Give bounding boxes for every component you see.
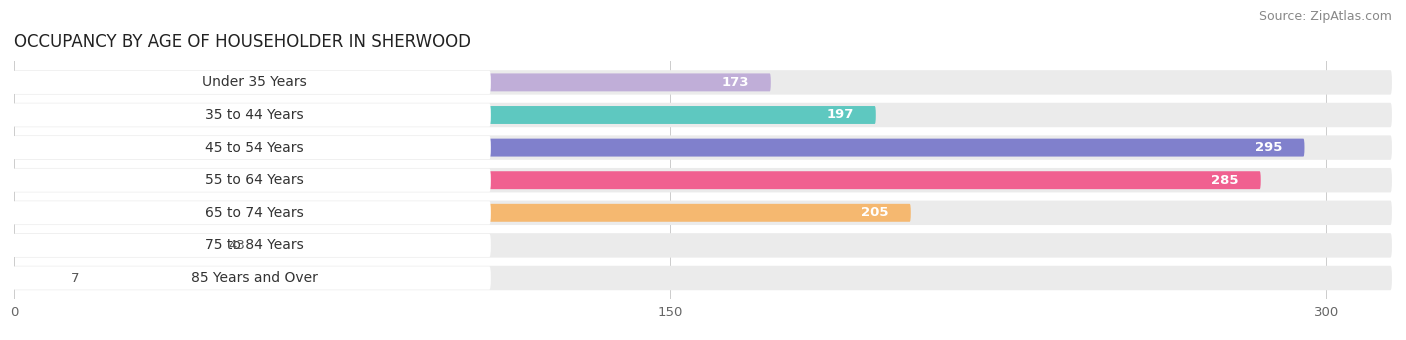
FancyBboxPatch shape — [14, 236, 202, 254]
FancyBboxPatch shape — [10, 201, 491, 224]
FancyBboxPatch shape — [10, 136, 491, 159]
FancyBboxPatch shape — [14, 103, 1392, 127]
FancyBboxPatch shape — [10, 267, 491, 290]
Text: 43: 43 — [228, 239, 245, 252]
Text: OCCUPANCY BY AGE OF HOUSEHOLDER IN SHERWOOD: OCCUPANCY BY AGE OF HOUSEHOLDER IN SHERW… — [14, 33, 471, 51]
Text: 197: 197 — [827, 108, 853, 121]
Text: 173: 173 — [721, 76, 749, 89]
Text: 65 to 74 Years: 65 to 74 Years — [205, 206, 304, 220]
FancyBboxPatch shape — [14, 73, 770, 91]
FancyBboxPatch shape — [14, 135, 1392, 160]
FancyBboxPatch shape — [14, 201, 1392, 225]
Text: 7: 7 — [70, 272, 79, 285]
FancyBboxPatch shape — [10, 234, 491, 257]
FancyBboxPatch shape — [14, 266, 1392, 290]
Text: 55 to 64 Years: 55 to 64 Years — [205, 173, 304, 187]
Text: Under 35 Years: Under 35 Years — [202, 75, 307, 89]
FancyBboxPatch shape — [10, 71, 491, 94]
Text: 85 Years and Over: 85 Years and Over — [191, 271, 318, 285]
FancyBboxPatch shape — [14, 171, 1261, 189]
Text: Source: ZipAtlas.com: Source: ZipAtlas.com — [1258, 10, 1392, 23]
Text: 205: 205 — [862, 206, 889, 219]
FancyBboxPatch shape — [14, 139, 1305, 156]
FancyBboxPatch shape — [14, 204, 911, 222]
FancyBboxPatch shape — [14, 168, 1392, 192]
FancyBboxPatch shape — [10, 169, 491, 192]
FancyBboxPatch shape — [14, 70, 1392, 95]
FancyBboxPatch shape — [14, 233, 1392, 258]
FancyBboxPatch shape — [14, 269, 45, 287]
Text: 35 to 44 Years: 35 to 44 Years — [205, 108, 304, 122]
Text: 295: 295 — [1256, 141, 1282, 154]
FancyBboxPatch shape — [10, 103, 491, 126]
FancyBboxPatch shape — [14, 106, 876, 124]
Text: 75 to 84 Years: 75 to 84 Years — [205, 238, 304, 252]
Text: 45 to 54 Years: 45 to 54 Years — [205, 141, 304, 155]
Text: 285: 285 — [1212, 174, 1239, 187]
